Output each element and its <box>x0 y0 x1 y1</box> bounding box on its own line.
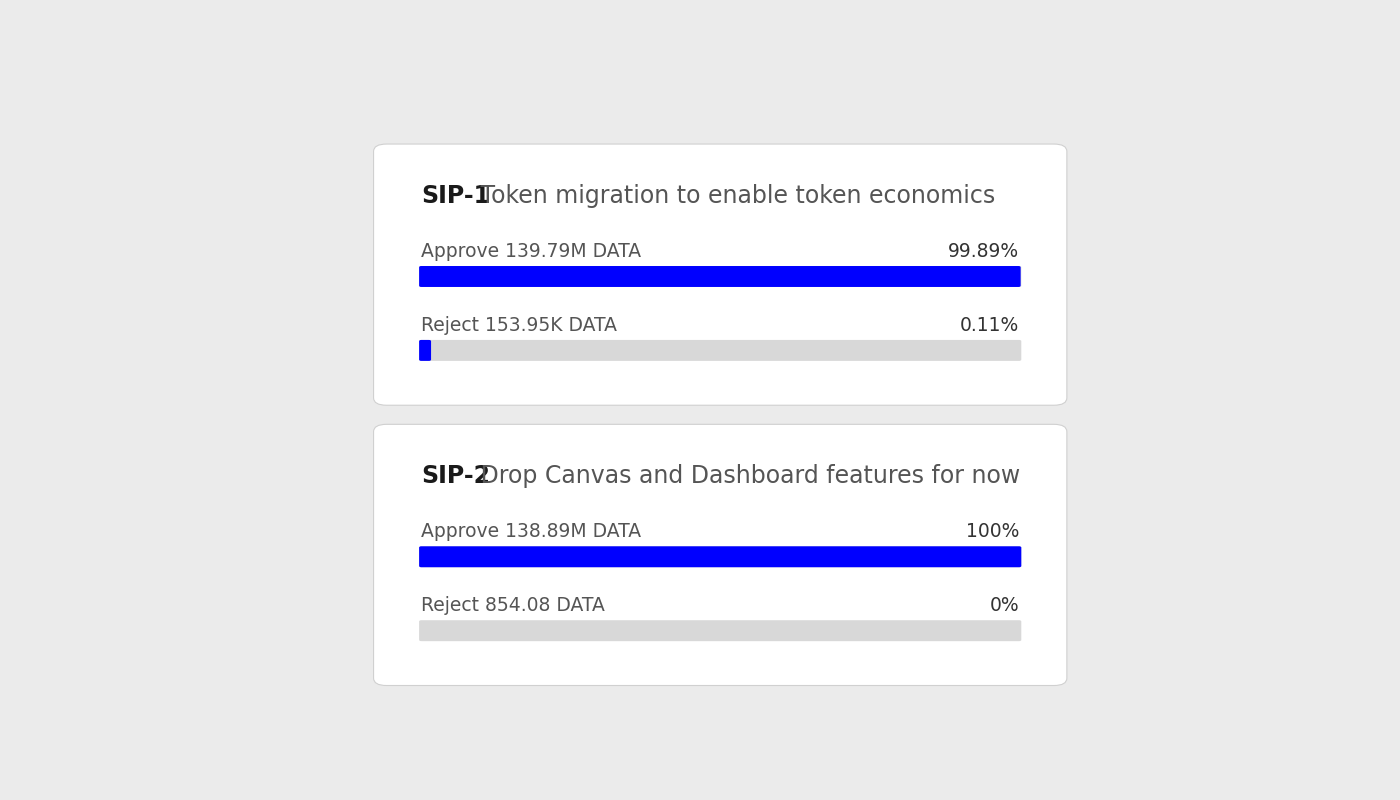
FancyBboxPatch shape <box>374 144 1067 406</box>
FancyBboxPatch shape <box>419 266 1021 287</box>
FancyBboxPatch shape <box>419 340 431 361</box>
FancyBboxPatch shape <box>419 266 1022 287</box>
FancyBboxPatch shape <box>374 424 1067 686</box>
Text: SIP-1: SIP-1 <box>421 184 490 208</box>
Text: 99.89%: 99.89% <box>948 242 1019 261</box>
Text: 100%: 100% <box>966 522 1019 541</box>
FancyBboxPatch shape <box>419 546 1022 567</box>
Text: 0%: 0% <box>990 596 1019 615</box>
Text: Token migration to enable token economics: Token migration to enable token economic… <box>473 184 995 208</box>
FancyBboxPatch shape <box>419 340 1022 361</box>
Text: Reject 854.08 DATA: Reject 854.08 DATA <box>421 596 605 615</box>
FancyBboxPatch shape <box>419 620 1022 641</box>
FancyBboxPatch shape <box>419 546 1022 567</box>
Text: Drop Canvas and Dashboard features for now: Drop Canvas and Dashboard features for n… <box>473 464 1021 488</box>
Text: Approve 139.79M DATA: Approve 139.79M DATA <box>421 242 641 261</box>
Text: 0.11%: 0.11% <box>960 316 1019 334</box>
Text: SIP-2: SIP-2 <box>421 464 490 488</box>
Text: Reject 153.95K DATA: Reject 153.95K DATA <box>421 316 617 334</box>
Text: Approve 138.89M DATA: Approve 138.89M DATA <box>421 522 641 541</box>
